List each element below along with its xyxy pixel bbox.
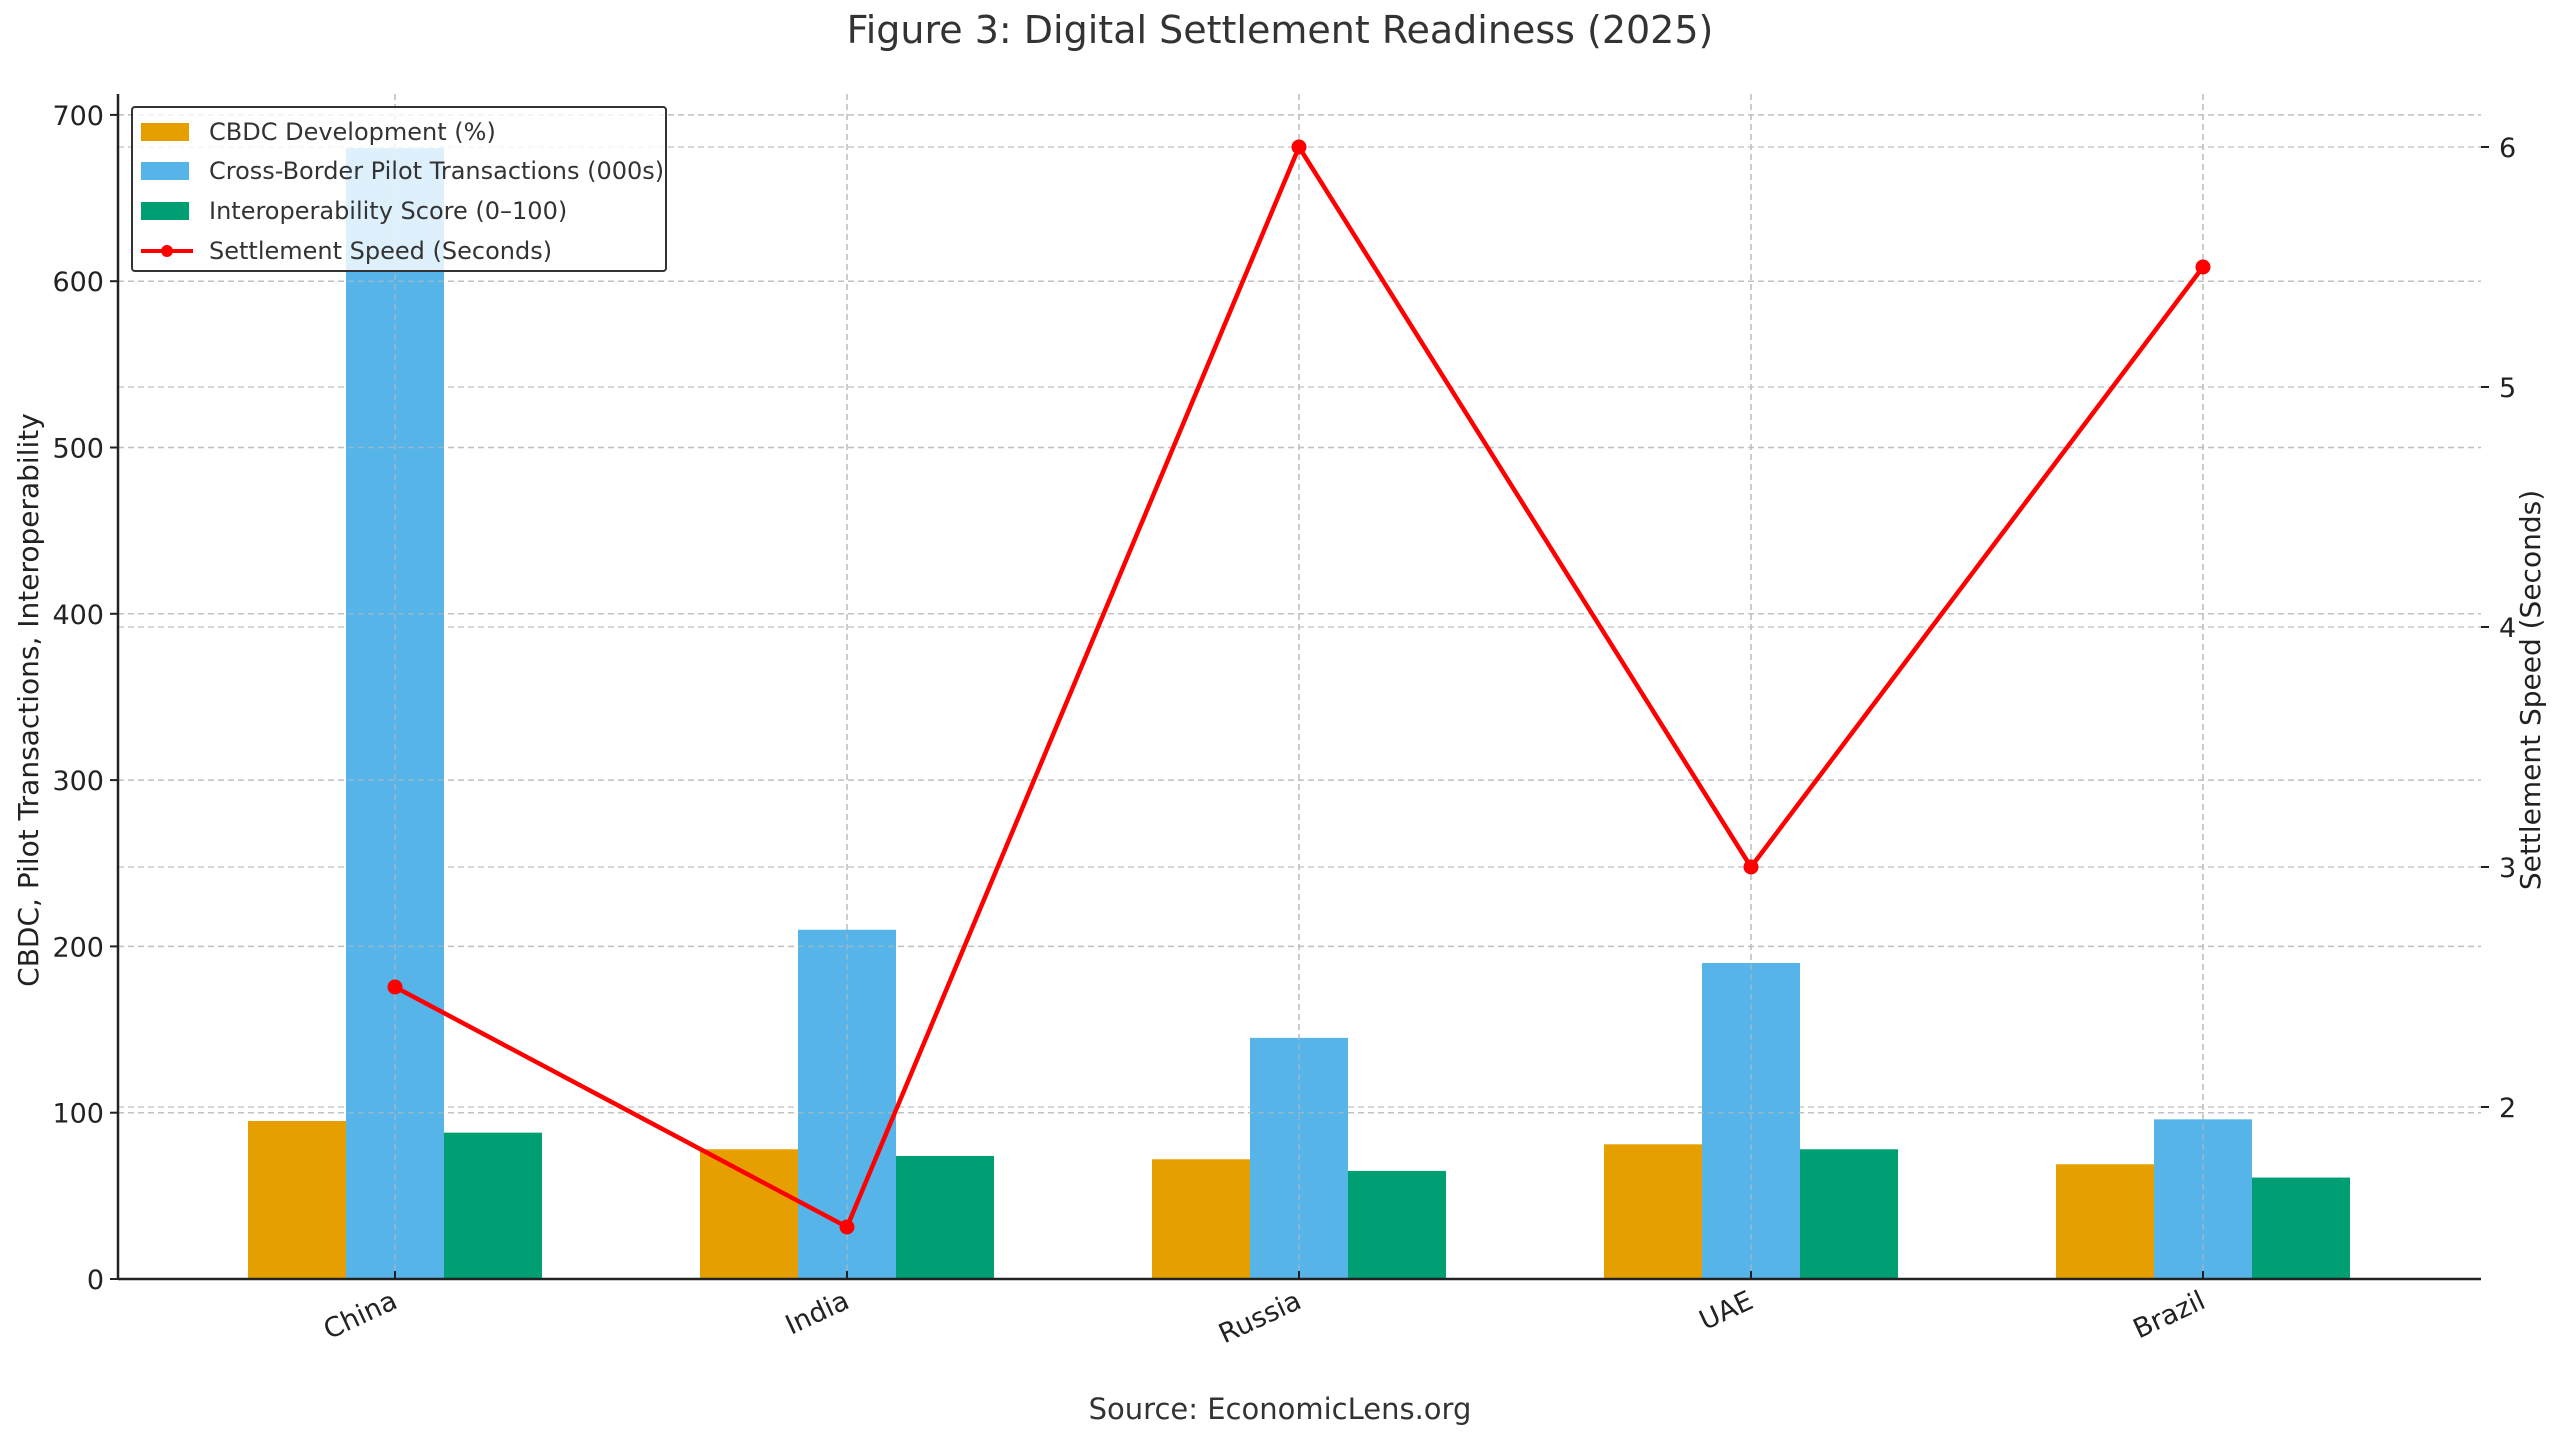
pilot-swatch-icon	[141, 162, 189, 180]
bar-series	[118, 94, 2481, 1279]
speed-point	[2195, 259, 2211, 275]
x-tick-label: India	[781, 1285, 854, 1341]
left-tick-label: 0	[87, 1265, 104, 1296]
settlement-speed-line	[387, 139, 2211, 1235]
bar	[1604, 1144, 1702, 1279]
left-tick-label: 400	[52, 600, 104, 631]
source-note: Source: EconomicLens.org	[1088, 1392, 1472, 1426]
x-tick-label: China	[319, 1285, 402, 1346]
x-tick-label: Brazil	[2129, 1285, 2210, 1345]
left-tick-label: 500	[52, 434, 104, 465]
right-tick-label: 3	[2499, 853, 2516, 884]
legend-item-speed: Settlement Speed (Seconds)	[141, 233, 552, 269]
cbdc-swatch-icon	[141, 123, 189, 141]
bar	[1348, 1170, 1446, 1279]
legend-label: CBDC Development (%)	[209, 118, 496, 146]
left-tick-label: 100	[52, 1099, 104, 1130]
left-tick-label: 600	[52, 267, 104, 298]
x-tick-label: UAE	[1695, 1285, 1758, 1336]
bar	[896, 1155, 994, 1279]
speed-point	[1291, 139, 1307, 155]
legend: CBDC Development (%) Cross-Border Pilot …	[131, 106, 667, 272]
speed-point	[839, 1219, 855, 1235]
bar	[2252, 1177, 2350, 1279]
bar	[444, 1132, 542, 1279]
interop-swatch-icon	[141, 202, 189, 220]
legend-item-cbdc: CBDC Development (%)	[141, 114, 496, 150]
speed-point	[387, 979, 403, 995]
chart-title: Figure 3: Digital Settlement Readiness (…	[846, 8, 1714, 52]
bar	[2056, 1164, 2154, 1279]
bar	[1800, 1149, 1898, 1279]
right-tick-label: 2	[2499, 1093, 2516, 1124]
right-tick-label: 4	[2499, 613, 2516, 644]
bar	[700, 1149, 798, 1279]
left-axis-title: CBDC, Pilot Transactions, Interoperabili…	[12, 413, 45, 987]
bar	[1152, 1159, 1250, 1279]
legend-label: Cross-Border Pilot Transactions (000s)	[209, 157, 665, 185]
right-tick-label: 5	[2499, 373, 2516, 404]
bar	[1702, 963, 1800, 1279]
speed-point	[1743, 859, 1759, 875]
legend-label: Interoperability Score (0–100)	[209, 197, 568, 225]
axes	[110, 94, 2489, 1281]
legend-label: Settlement Speed (Seconds)	[209, 237, 553, 265]
bar	[248, 1121, 346, 1279]
legend-item-interop: Interoperability Score (0–100)	[141, 193, 567, 229]
left-tick-label: 300	[52, 766, 104, 797]
right-tick-label: 6	[2499, 133, 2516, 164]
legend-item-pilot: Cross-Border Pilot Transactions (000s)	[141, 153, 664, 189]
x-tick-label: Russia	[1214, 1285, 1306, 1350]
left-tick-label: 700	[52, 101, 104, 132]
left-tick-label: 200	[52, 932, 104, 963]
line-marker-icon	[141, 242, 193, 260]
right-axis-title: Settlement Speed (Seconds)	[2514, 490, 2547, 890]
